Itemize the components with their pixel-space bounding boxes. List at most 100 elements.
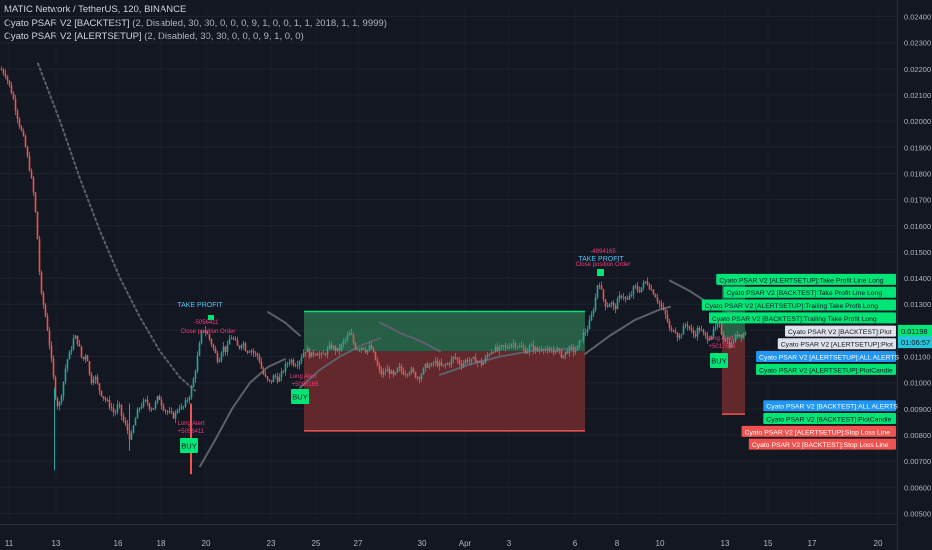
series-label-tag[interactable]: Cyato PSAR V2 [ALERTSETUP]:Take Profit L… xyxy=(716,273,896,285)
candle-body xyxy=(548,349,551,352)
candle-body xyxy=(578,340,581,346)
candle-body xyxy=(654,294,657,298)
series-label-tag[interactable]: Cyato PSAR V2 [ALERTSETUP]:ALL ALERTS xyxy=(756,351,900,363)
candle-body xyxy=(510,344,513,348)
candle-body xyxy=(686,324,689,327)
candle-body xyxy=(636,285,639,291)
series-label-bg xyxy=(701,299,896,311)
candle-body xyxy=(646,281,649,285)
candle-body xyxy=(240,345,243,349)
candle-body xyxy=(738,334,741,337)
position-zones xyxy=(190,282,745,475)
candle-body xyxy=(356,348,359,350)
candle-body xyxy=(618,295,621,299)
candle-body xyxy=(28,156,31,171)
candle-body xyxy=(156,396,159,403)
series-label-tag[interactable]: Cyato PSAR V2 [BACKTEST]:Plot xyxy=(785,325,896,337)
series-label-tag[interactable]: Cyato PSAR V2 [ALERTSETUP]:Stop Loss Lin… xyxy=(741,425,896,437)
time-tick-label: 16 xyxy=(114,539,123,548)
candle-body xyxy=(310,352,313,358)
series-label-tag[interactable]: Cyato PSAR V2 [BACKTEST]:Stop Loss Line xyxy=(748,438,896,450)
candle-body xyxy=(730,342,733,348)
candle-body xyxy=(512,343,515,345)
candle-body xyxy=(452,356,455,360)
candle-body xyxy=(152,407,155,410)
candle-body xyxy=(414,372,417,378)
time-axis[interactable]: 11 13 16 18 20 23 25 27 30 Apr 3 6 8 10 13 15 17 20 xyxy=(0,524,897,549)
series-label-text: Cyato PSAR V2 [BACKTEST]:Plot xyxy=(788,329,892,336)
candle-body xyxy=(588,320,591,330)
buy-signal[interactable]: BUY xyxy=(180,438,198,453)
candle-body xyxy=(706,335,709,341)
indicator-name: Cyato PSAR V2 [ALERTSETUP] xyxy=(4,31,142,42)
candle-body xyxy=(584,332,587,334)
candle-body xyxy=(420,374,423,380)
price-axis-marker[interactable]: 01:06:57 xyxy=(898,336,932,349)
trade-annotations: BUY TAKE PROFIT -5056411 Close position Ord… xyxy=(177,249,736,453)
candle-body xyxy=(556,349,559,352)
candle-body xyxy=(236,340,239,346)
candle-body xyxy=(538,350,541,352)
candle-body xyxy=(554,350,557,352)
price-axis-marker[interactable]: 0.01198 xyxy=(898,324,932,337)
candle-body xyxy=(246,351,249,353)
series-label-tag[interactable]: Cyato PSAR V2 [ALERTSETUP]:Trailing Take… xyxy=(701,299,896,311)
price-tick-label: 0.00700 xyxy=(904,457,931,466)
candle-body xyxy=(282,371,285,373)
candle-body xyxy=(644,281,647,283)
candle-body xyxy=(522,347,525,349)
candle-body xyxy=(676,332,679,338)
price-tick-label: 0.00600 xyxy=(904,483,931,492)
series-label-tag[interactable]: Cyato PSAR V2 [BACKTEST]:Take Profit Lin… xyxy=(723,286,896,298)
candle-body xyxy=(0,68,3,70)
candle-body xyxy=(446,363,449,365)
candle-body xyxy=(614,305,617,310)
candle-body xyxy=(344,339,347,341)
candle-body xyxy=(26,147,29,157)
candle-body xyxy=(72,338,75,350)
indicator-alertsetup-legend[interactable]: Cyato PSAR V2 [ALERTSETUP] (2, Disabled,… xyxy=(4,30,387,44)
candle-body xyxy=(62,381,65,396)
candle-body xyxy=(164,410,167,412)
candle-body xyxy=(380,369,383,375)
long-alert-label: Long Alert xyxy=(177,421,204,427)
series-label-tag[interactable]: Cyato PSAR V2 [BACKTEST]:PlotCandle xyxy=(763,413,896,425)
series-label-tag[interactable]: Cyato PSAR V2 [BACKTEST]:ALL ALERTS xyxy=(763,400,898,412)
series-label-bg xyxy=(763,400,896,412)
buy-signal[interactable]: BUY xyxy=(710,353,728,368)
series-label-tag[interactable]: Cyato PSAR V2 [BACKTEST]:Trailing Take P… xyxy=(709,312,896,324)
candle-body xyxy=(32,177,35,193)
close-position-label: Close position Order xyxy=(576,262,631,268)
candle-body xyxy=(648,284,651,290)
series-label-tag[interactable]: Cyato PSAR V2 [ALERTSETUP]:Plot xyxy=(777,338,896,350)
indicator-backtest-legend[interactable]: Cyato PSAR V2 [BACKTEST] (2, Disabled, 3… xyxy=(4,17,387,31)
price-axis[interactable]: 0.02400 0.02300 0.02200 0.02100 0.02000 0.019… xyxy=(897,0,932,550)
candle-body xyxy=(672,330,675,332)
candle-body xyxy=(160,399,163,406)
flag-icon xyxy=(597,269,604,276)
candle-body xyxy=(70,349,73,352)
buy-signal[interactable]: BUY xyxy=(291,389,309,404)
indicator-name: Cyato PSAR V2 [BACKTEST] xyxy=(4,17,130,29)
long-alert-label: Long Alert xyxy=(289,374,316,380)
series-label-text: Cyato PSAR V2 [BACKTEST]:ALL ALERTS xyxy=(766,404,898,411)
candle-body xyxy=(652,289,655,295)
candle-body xyxy=(560,349,563,358)
candle-body xyxy=(102,396,105,399)
series-label-bg xyxy=(756,351,896,363)
candle-body xyxy=(534,347,537,351)
series-label-tag[interactable]: Cyato PSAR V2 [ALERTSETUP]:PlotCandle xyxy=(756,363,896,375)
price-tick-label: 0.02000 xyxy=(904,117,931,126)
candle-body xyxy=(94,376,97,380)
candle-body xyxy=(342,340,345,344)
psar-line xyxy=(439,347,576,376)
candle-body xyxy=(14,99,17,111)
candle-body xyxy=(338,348,341,351)
candle-body xyxy=(594,297,597,311)
time-tick-label: 6 xyxy=(573,539,578,548)
candle-body xyxy=(204,330,207,333)
candle-body xyxy=(568,346,571,354)
symbol-title[interactable]: MATIC Network / TetherUS, 120, BINANCE xyxy=(4,4,187,15)
candle-body xyxy=(154,402,157,408)
